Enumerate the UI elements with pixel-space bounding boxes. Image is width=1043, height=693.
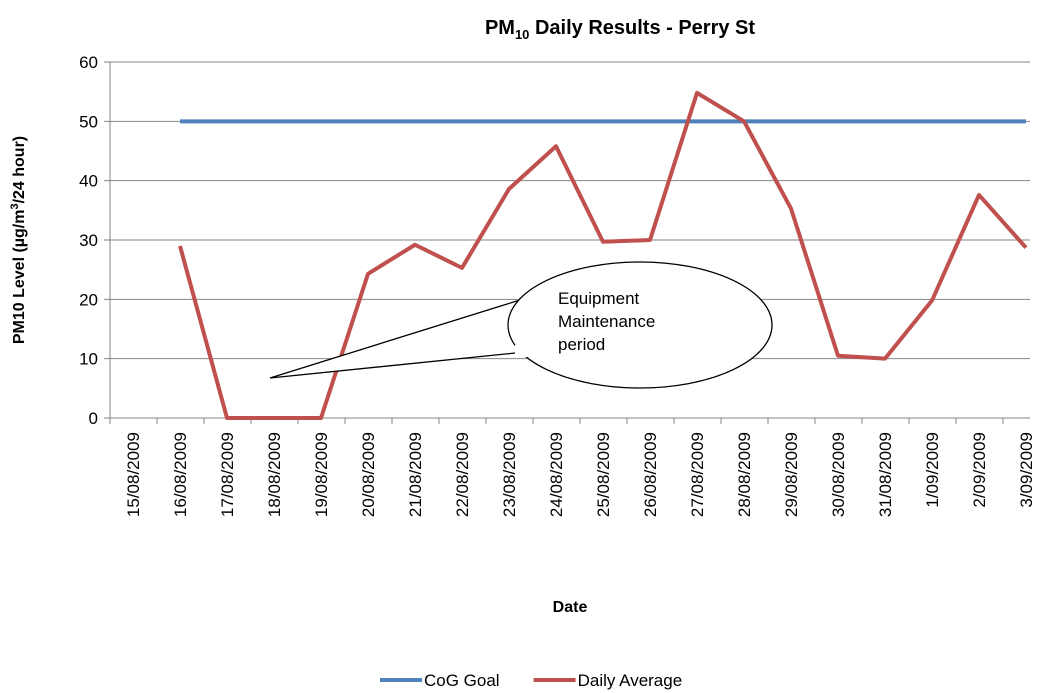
x-tick-label: 22/08/2009 <box>453 432 472 517</box>
title-rest: Daily Results - Perry St <box>529 17 755 39</box>
y-tick-label: 30 <box>79 231 98 250</box>
callout-pointer <box>269 299 526 379</box>
x-tick-label: 27/08/2009 <box>688 432 707 517</box>
x-tick-label: 3/09/2009 <box>1017 432 1036 508</box>
x-tick-label: 17/08/2009 <box>218 432 237 517</box>
callout-bubble <box>507 261 773 389</box>
x-tick-label: 21/08/2009 <box>406 432 425 517</box>
title-subscript: 10 <box>515 27 529 42</box>
legend-label: CoG Goal <box>424 671 500 690</box>
y-label-sup: 3 <box>9 203 21 209</box>
y-label-rest: /24 hour) <box>11 136 28 204</box>
x-axis-title: Date <box>553 599 588 616</box>
y-tick-label: 10 <box>79 350 98 369</box>
y-tick-label: 0 <box>89 409 98 428</box>
callout-join <box>515 345 535 357</box>
y-tick-label: 20 <box>79 290 98 309</box>
x-tick-label: 26/08/2009 <box>641 432 660 517</box>
y-label-main: PM10 Level (µg/m <box>11 210 28 345</box>
x-tick-label: 15/08/2009 <box>124 432 143 517</box>
annotation-text: period <box>558 335 605 354</box>
y-tick-label: 60 <box>79 53 98 72</box>
x-tick-label: 19/08/2009 <box>312 432 331 517</box>
x-tick-label: 18/08/2009 <box>265 432 284 517</box>
x-tick-label: 23/08/2009 <box>500 432 519 517</box>
x-tick-label: 16/08/2009 <box>171 432 190 517</box>
series-line <box>178 90 1028 420</box>
x-tick-label: 1/09/2009 <box>923 432 942 508</box>
x-tick-label: 30/08/2009 <box>829 432 848 517</box>
legend-label: Daily Average <box>578 671 683 690</box>
y-tick-label: 50 <box>79 112 98 131</box>
y-tick-label: 40 <box>79 172 98 191</box>
chart-title: PM10 Daily Results - Perry St <box>485 17 755 42</box>
x-tick-label: 20/08/2009 <box>359 432 378 517</box>
x-tick-label: 29/08/2009 <box>782 432 801 517</box>
annotation-text: Equipment <box>558 289 640 308</box>
callout: Equipment Maintenance period <box>269 261 773 389</box>
x-tick-label: 25/08/2009 <box>594 432 613 517</box>
x-tick-label: 28/08/2009 <box>735 432 754 517</box>
x-tick-label: 2/09/2009 <box>970 432 989 508</box>
x-tick-label: 31/08/2009 <box>876 432 895 517</box>
x-tick-label: 24/08/2009 <box>547 432 566 517</box>
y-axis-title: PM10 Level (µg/m3/24 hour) <box>9 136 28 344</box>
annotation-text: Maintenance <box>558 312 655 331</box>
title-main: PM <box>485 17 515 39</box>
